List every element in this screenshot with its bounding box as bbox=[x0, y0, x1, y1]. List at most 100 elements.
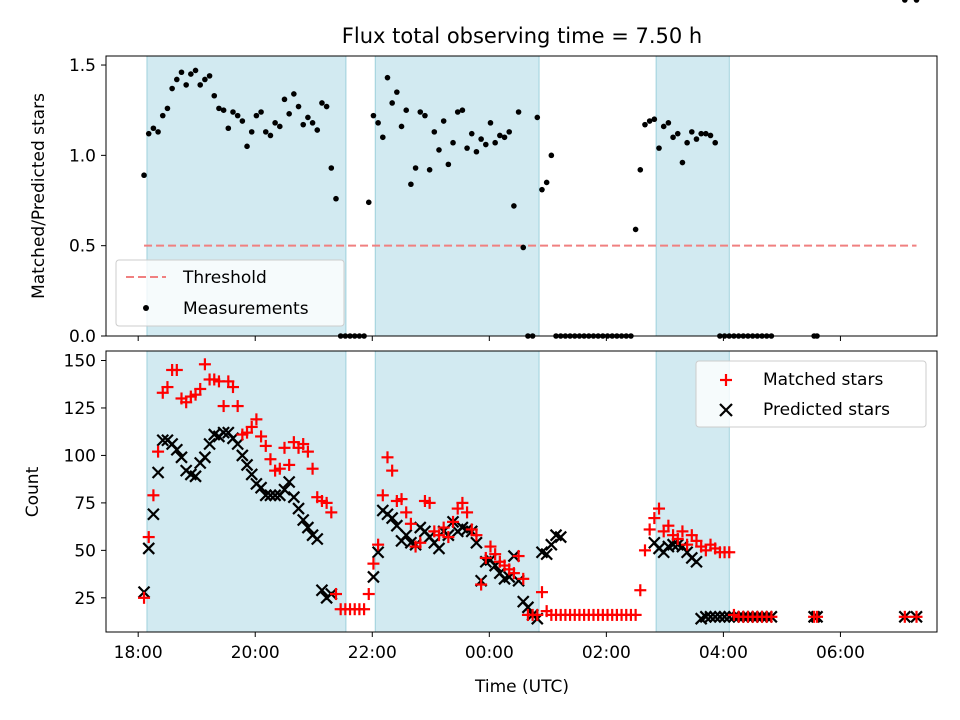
measurement-point bbox=[248, 129, 255, 135]
matched-star-point bbox=[198, 358, 211, 371]
matched-star-point bbox=[681, 538, 694, 551]
measurement-point bbox=[674, 130, 681, 137]
measurement-point bbox=[272, 120, 278, 126]
predicted-star-point bbox=[142, 542, 155, 555]
legend-measurements-swatch bbox=[143, 305, 149, 311]
predicted-star-point bbox=[156, 433, 170, 447]
matched-star-point bbox=[629, 608, 642, 621]
matched-star-point bbox=[414, 536, 427, 549]
matched-star-point bbox=[376, 489, 389, 502]
legend-frame-top bbox=[115, 259, 345, 327]
measurement-point bbox=[637, 167, 644, 173]
predicted-star-point bbox=[198, 451, 212, 464]
matched-stars-series bbox=[138, 358, 923, 623]
panel-top: 0.0 0.5 1.0 1.5 Matched/Predicted stars Thr… bbox=[29, 0, 938, 347]
shaded-intervals-bottom bbox=[146, 350, 730, 633]
measurement-point bbox=[211, 92, 218, 99]
measurement-point bbox=[534, 114, 541, 121]
matched-star-point bbox=[475, 578, 488, 591]
measurement-point bbox=[506, 129, 513, 135]
matched-star-point bbox=[386, 464, 399, 477]
predicted-star-point bbox=[545, 538, 558, 551]
matched-star-point bbox=[423, 496, 436, 509]
matched-star-point bbox=[226, 381, 239, 394]
measurement-point bbox=[319, 100, 325, 106]
measurement-point bbox=[183, 82, 189, 88]
y-axis-label-bottom: Count bbox=[23, 466, 43, 517]
measurement-point bbox=[543, 179, 550, 186]
matched-star-point bbox=[442, 531, 455, 544]
predicted-star-point bbox=[240, 458, 254, 472]
matched-star-point bbox=[432, 529, 445, 542]
matched-star-point bbox=[283, 458, 296, 471]
measurement-point bbox=[660, 123, 667, 130]
matched-star-point bbox=[484, 540, 497, 553]
x-tick-label: 22:00 bbox=[348, 643, 397, 663]
legend-predicted-swatch bbox=[719, 403, 733, 417]
measurement-point bbox=[688, 129, 695, 135]
predicted-star-point bbox=[245, 468, 258, 481]
matched-star-point bbox=[512, 550, 525, 563]
measurement-point bbox=[698, 130, 704, 137]
predicted-star-point bbox=[390, 519, 404, 532]
matched-star-point bbox=[329, 588, 342, 601]
measurement-point bbox=[323, 103, 330, 110]
shaded-interval bbox=[374, 350, 540, 633]
measurement-point bbox=[262, 129, 269, 135]
matched-star-point bbox=[147, 489, 160, 502]
measurement-point bbox=[408, 181, 414, 188]
measurement-point bbox=[370, 112, 377, 119]
matched-star-point bbox=[648, 512, 661, 525]
matched-star-point bbox=[437, 521, 450, 534]
predicted-star-point bbox=[170, 443, 184, 457]
measurement-point bbox=[497, 132, 503, 139]
predicted-star-point bbox=[151, 466, 165, 479]
x-tick-label: 06:00 bbox=[816, 643, 865, 663]
measurement-point bbox=[665, 120, 672, 126]
x-tick-label: 02:00 bbox=[582, 643, 631, 663]
measurement-point bbox=[309, 120, 316, 126]
measurement-point bbox=[398, 123, 405, 130]
measurement-point bbox=[679, 159, 686, 166]
y-tick-label: 0.0 bbox=[69, 327, 96, 347]
shaded-interval bbox=[146, 350, 347, 633]
predicted-star-point bbox=[217, 426, 230, 439]
legend-predicted-label: Predicted stars bbox=[763, 400, 890, 420]
measurement-point bbox=[281, 96, 288, 103]
chart-title: Flux total observing time = 7.50 h bbox=[342, 24, 702, 48]
matched-star-point bbox=[404, 517, 417, 530]
matched-star-point bbox=[671, 532, 684, 545]
measurement-point bbox=[384, 74, 391, 81]
predicted-star-point bbox=[203, 437, 216, 451]
predicted-star-point bbox=[470, 536, 483, 550]
measurement-point bbox=[492, 139, 498, 146]
plot-frame-bottom bbox=[105, 350, 938, 633]
y-tick-label: 50 bbox=[74, 541, 96, 561]
matched-star-point bbox=[170, 363, 183, 376]
matched-star-point bbox=[250, 413, 263, 426]
predicted-star-point bbox=[189, 470, 202, 483]
matched-star-point bbox=[910, 610, 923, 623]
measurement-point bbox=[394, 89, 400, 95]
x-tick-label: 18:00 bbox=[114, 643, 163, 663]
measurement-point bbox=[159, 112, 166, 119]
measurement-point bbox=[693, 136, 700, 142]
predicted-star-point bbox=[310, 532, 324, 546]
matched-star-point bbox=[264, 453, 277, 466]
measurement-point bbox=[150, 125, 157, 132]
matched-star-point bbox=[489, 548, 502, 561]
matched-star-point bbox=[507, 567, 520, 580]
measurement-point bbox=[426, 167, 433, 173]
measurement-point bbox=[365, 199, 372, 206]
measurement-point bbox=[454, 109, 461, 115]
predicted-star-point bbox=[708, 610, 722, 624]
x-tick-label: 20:00 bbox=[231, 643, 280, 663]
y-tick-label: 0.5 bbox=[69, 237, 96, 257]
predicted-star-point bbox=[554, 530, 567, 544]
measurement-point bbox=[305, 114, 311, 121]
predicted-star-point bbox=[371, 545, 385, 559]
predicted-star-point bbox=[704, 610, 717, 624]
panel-bottom: 18:00 20:00 22:00 00:00 02:00 04:00 06:00 25 50 7… bbox=[23, 350, 938, 697]
shaded-interval bbox=[655, 55, 730, 337]
